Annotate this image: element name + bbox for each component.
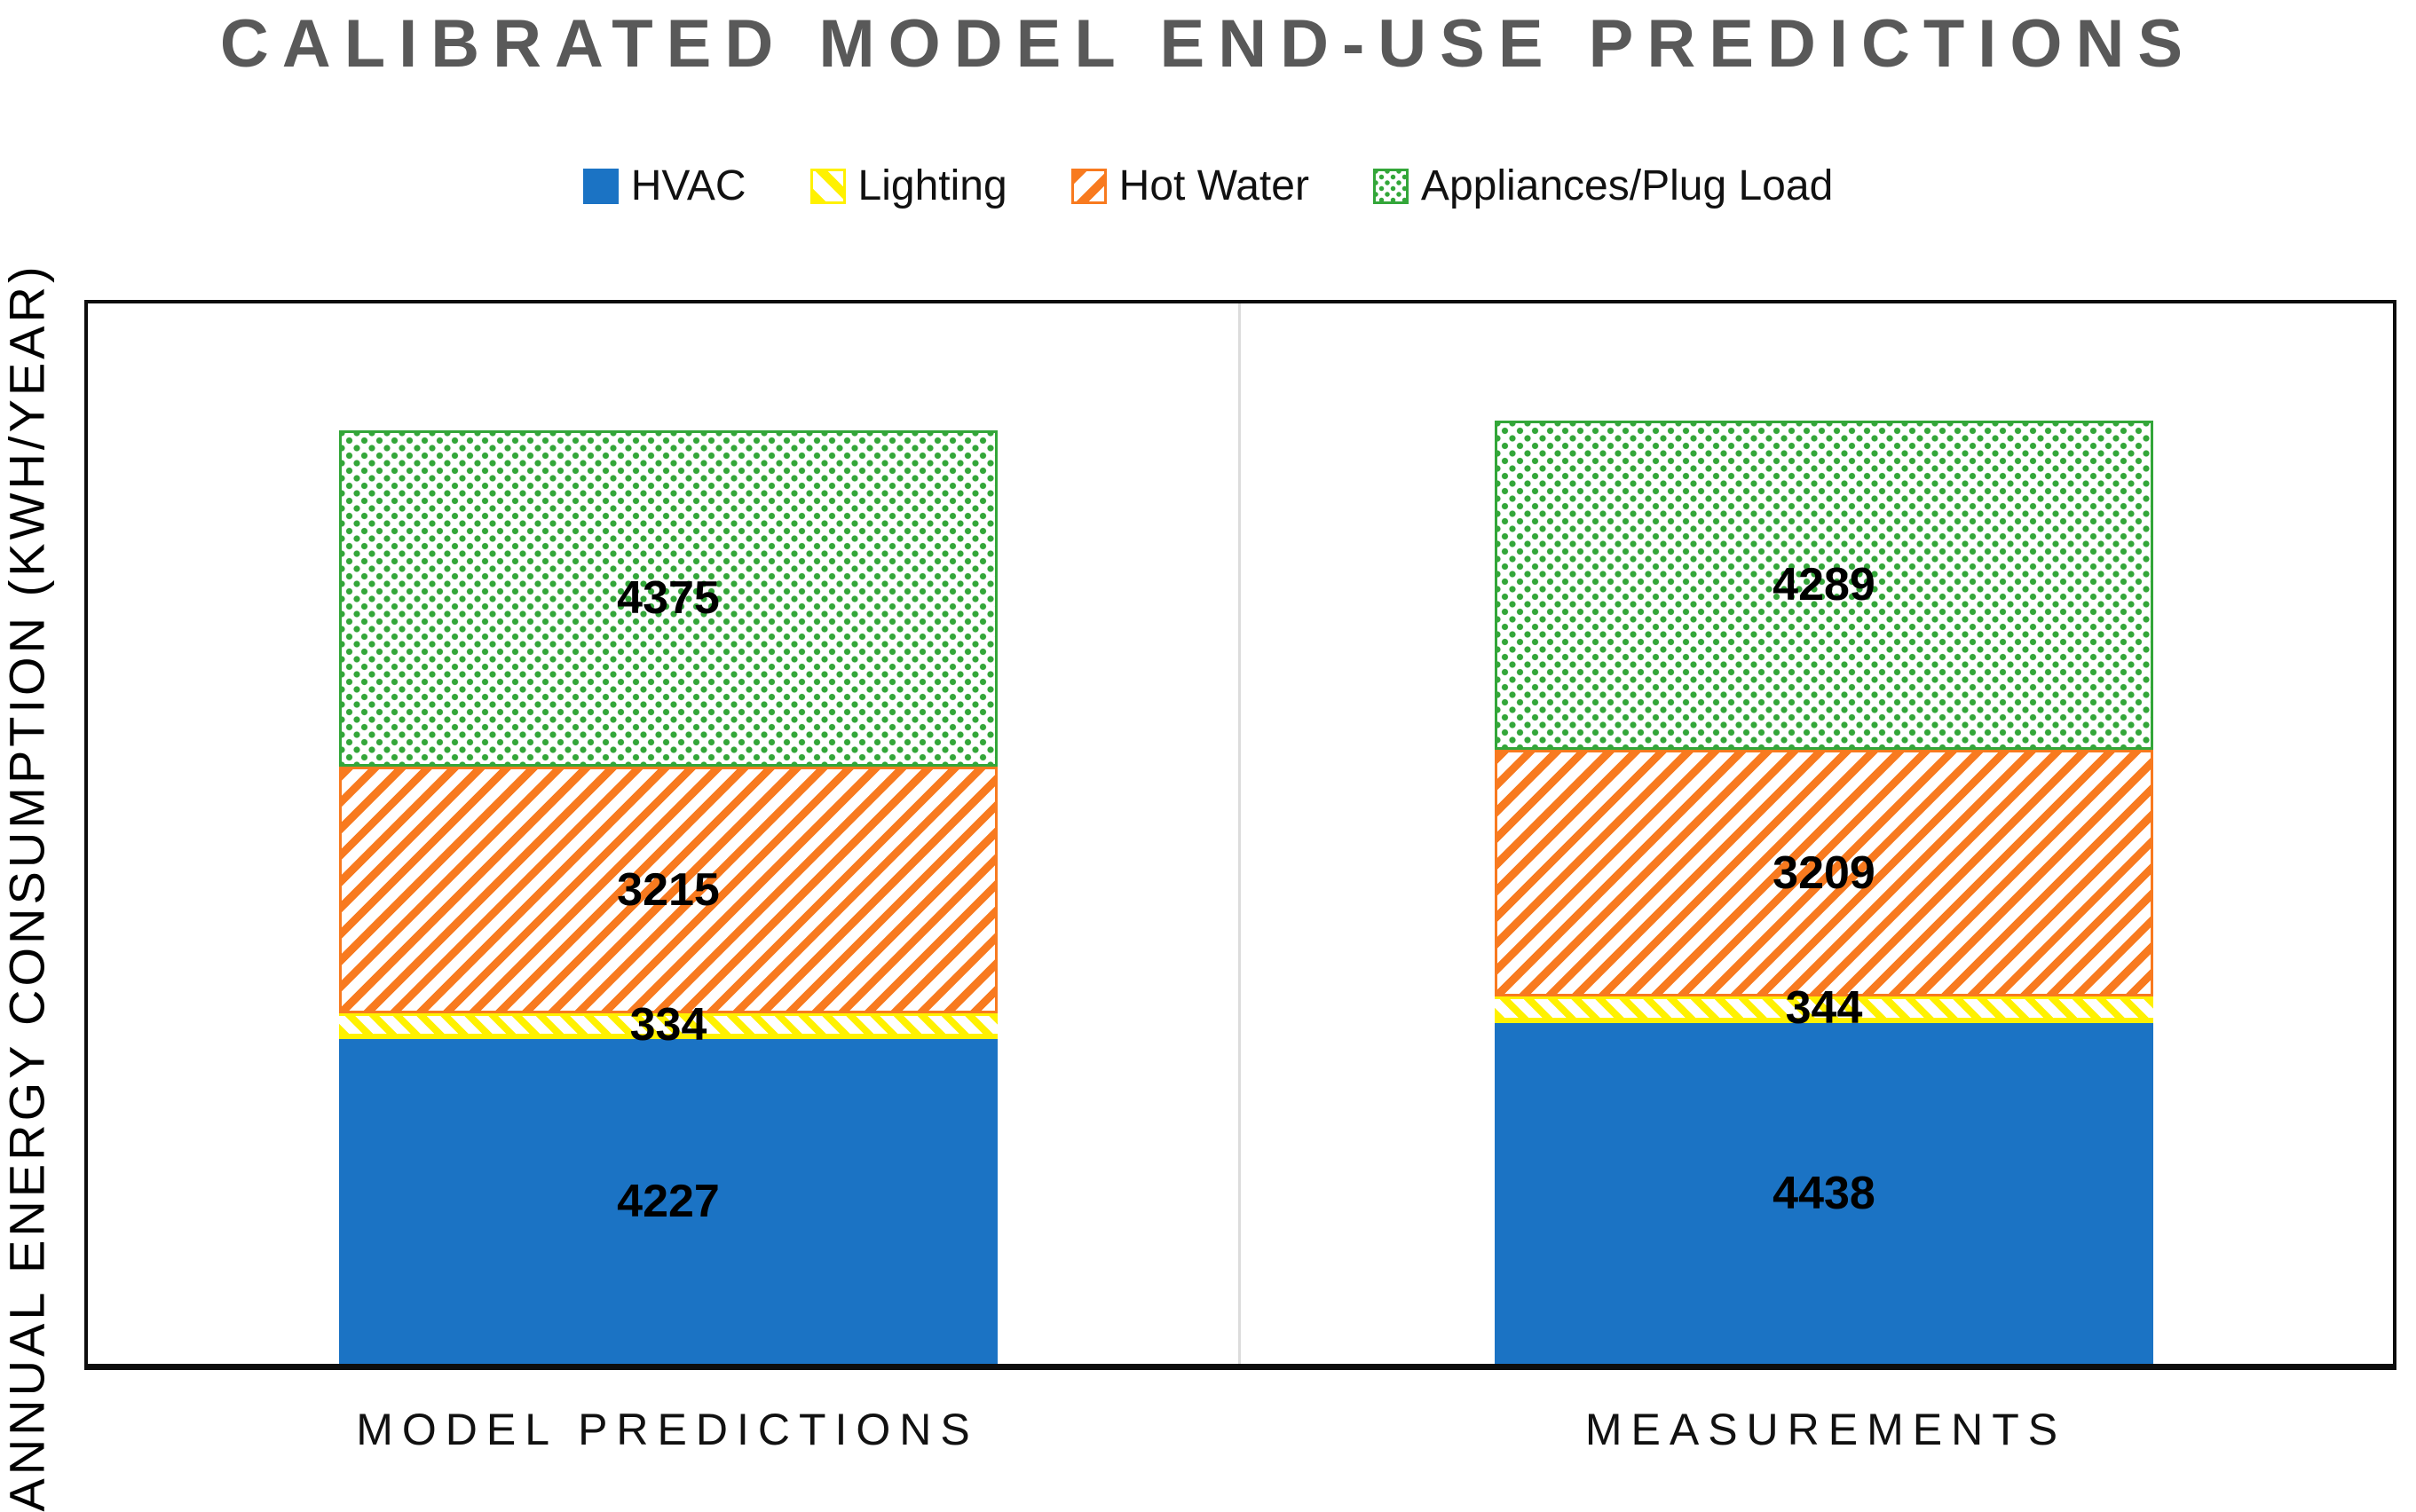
legend-label-appliances-plug-load: Appliances/Plug Load bbox=[1420, 162, 1834, 209]
legend-item-hvac: HVAC bbox=[582, 161, 746, 210]
legend-item-appliances-plug-load: Appliances/Plug Load bbox=[1372, 161, 1834, 210]
bar-value-label-hot-water-measurements: 3209 bbox=[1773, 847, 1875, 899]
chart-title: CALIBRATED MODEL END-USE PREDICTIONS bbox=[219, 6, 2197, 82]
bar-segment-hvac-measurements: 4438 bbox=[1495, 1022, 2153, 1364]
plot-divider bbox=[1238, 303, 1241, 1364]
legend-swatch-lighting bbox=[809, 168, 846, 204]
x-category-label-measurements: MEASUREMENTS bbox=[1584, 1405, 2067, 1454]
bar-segment-appliances-plug-load-model-predictions: 4375 bbox=[339, 429, 998, 767]
stacked-bar-model-predictions: 4227 334 3215 4375 bbox=[339, 303, 998, 1364]
bar-value-label-lighting-model-predictions: 334 bbox=[629, 998, 707, 1051]
bar-value-label-lighting-measurements: 344 bbox=[1785, 982, 1863, 1035]
x-category-label-model-predictions: MODEL PREDICTIONS bbox=[356, 1405, 979, 1454]
legend-swatch-hot-water bbox=[1070, 168, 1107, 204]
legend-item-hot-water: Hot Water bbox=[1070, 161, 1309, 210]
stacked-bar-measurements: 4438 344 3209 4289 bbox=[1495, 303, 2153, 1364]
bar-value-label-appliances-plug-load-model-predictions: 4375 bbox=[617, 572, 720, 625]
bar-value-label-hvac-model-predictions: 4227 bbox=[617, 1175, 720, 1227]
bar-value-label-appliances-plug-load-measurements: 4289 bbox=[1773, 559, 1875, 611]
legend-label-hvac: HVAC bbox=[630, 162, 746, 209]
legend-swatch-appliances-plug-load bbox=[1372, 168, 1409, 204]
bar-segment-hvac-model-predictions: 4227 bbox=[339, 1038, 998, 1364]
bar-segment-hot-water-model-predictions: 3215 bbox=[339, 766, 998, 1014]
bar-segment-lighting-model-predictions: 334 bbox=[339, 1002, 998, 1048]
bar-value-label-hvac-measurements: 4438 bbox=[1773, 1167, 1875, 1219]
legend-swatch-hvac bbox=[582, 168, 619, 204]
plot-area: 4227 334 3215 4375 4438 344 3209 4289 bbox=[84, 300, 2396, 1370]
y-axis-label: ANNUAL ENERGY CONSUMPTION (KWH/YEAR) bbox=[0, 263, 55, 1512]
bar-value-label-hot-water-model-predictions: 3215 bbox=[617, 863, 720, 916]
legend: HVAC Lighting Hot Water Appliances/Plug Loa… bbox=[0, 161, 2416, 210]
legend-label-lighting: Lighting bbox=[857, 162, 1007, 209]
legend-item-lighting: Lighting bbox=[809, 161, 1007, 210]
bar-segment-hot-water-measurements: 3209 bbox=[1495, 750, 2153, 996]
legend-label-hot-water: Hot Water bbox=[1118, 162, 1309, 209]
bar-segment-appliances-plug-load-measurements: 4289 bbox=[1495, 420, 2153, 750]
bar-segment-lighting-measurements: 344 bbox=[1495, 985, 2153, 1031]
